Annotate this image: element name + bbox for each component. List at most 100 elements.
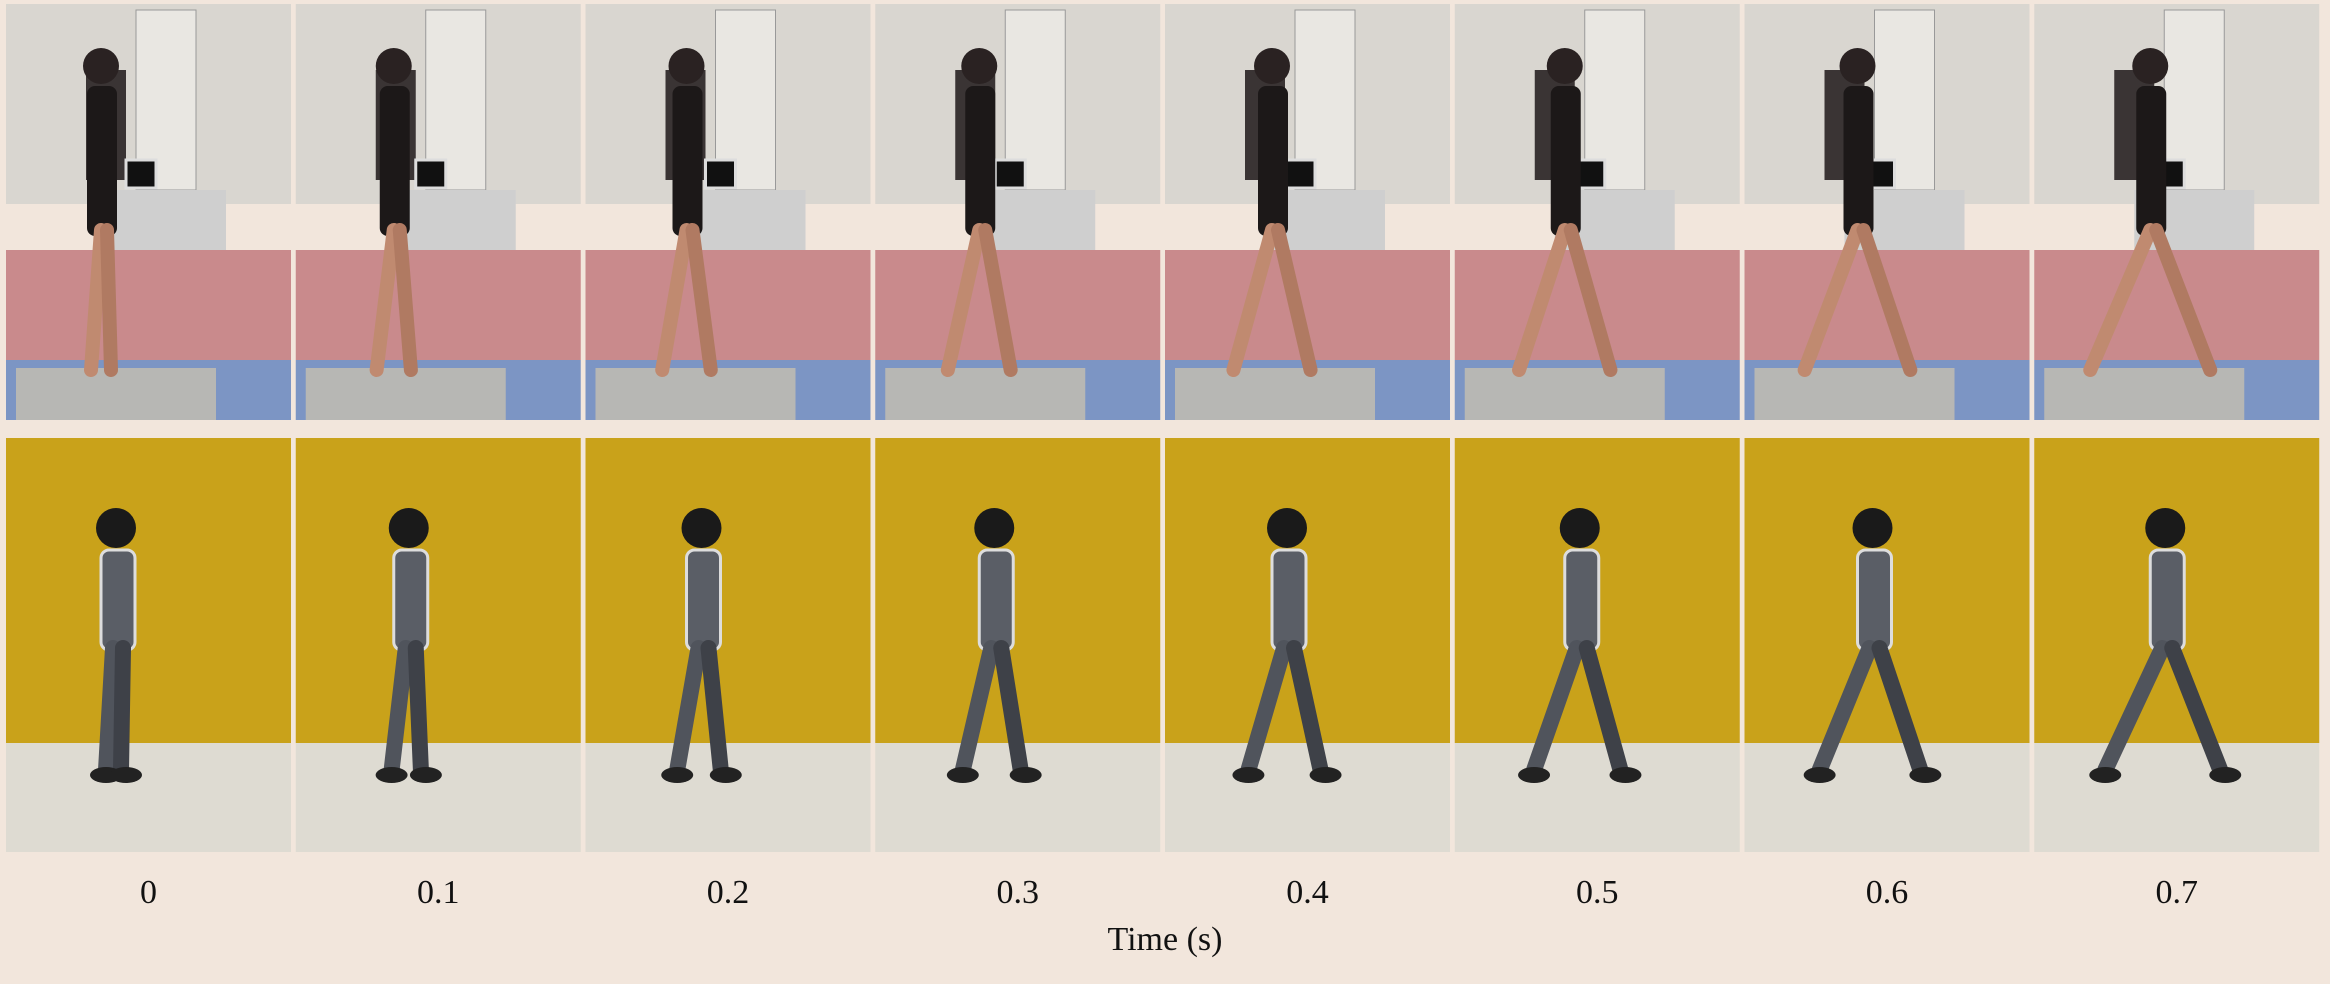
time-label: 0.7 bbox=[2156, 874, 2199, 911]
robot-frame bbox=[1455, 438, 1740, 852]
desk bbox=[106, 190, 226, 250]
body bbox=[673, 86, 703, 236]
time-label: 0.5 bbox=[1576, 874, 1619, 911]
robot-frame bbox=[586, 438, 871, 852]
desk bbox=[686, 190, 806, 250]
head bbox=[2145, 508, 2185, 548]
floor-pink bbox=[6, 250, 291, 360]
head bbox=[974, 508, 1014, 548]
monitor bbox=[1285, 160, 1315, 188]
wall bbox=[875, 438, 1160, 743]
head bbox=[669, 48, 705, 84]
foot bbox=[376, 767, 408, 783]
foot bbox=[2209, 767, 2241, 783]
floor-pink bbox=[875, 250, 1160, 360]
time-label: 0.1 bbox=[417, 874, 460, 911]
foot bbox=[1010, 767, 1042, 783]
foot bbox=[1909, 767, 1941, 783]
head bbox=[1267, 508, 1307, 548]
foot bbox=[410, 767, 442, 783]
floor-gray bbox=[306, 368, 506, 420]
foot bbox=[110, 767, 142, 783]
floor-gray bbox=[1175, 368, 1375, 420]
floor bbox=[1455, 743, 1740, 852]
head bbox=[2132, 48, 2168, 84]
time-label: 0.6 bbox=[1866, 874, 1909, 911]
head bbox=[1853, 508, 1893, 548]
time-label: 0 bbox=[140, 874, 157, 911]
foot bbox=[1804, 767, 1836, 783]
leg bbox=[106, 648, 113, 770]
torso bbox=[1272, 550, 1306, 650]
floor-pink bbox=[586, 250, 871, 360]
figure: Time (s) 0 0.1 0.2 0.3 0.4 0.5 0.6 0.7 bbox=[0, 0, 2330, 984]
monitor bbox=[706, 160, 736, 188]
torso bbox=[687, 550, 721, 650]
floor bbox=[586, 743, 871, 852]
body bbox=[2136, 86, 2166, 236]
leg bbox=[121, 648, 123, 770]
foot bbox=[1310, 767, 1342, 783]
time-label: 0.3 bbox=[997, 874, 1040, 911]
head bbox=[83, 48, 119, 84]
x-axis-label: Time (s) bbox=[1108, 921, 1223, 958]
leg bbox=[91, 230, 101, 370]
leg bbox=[107, 230, 111, 370]
floor bbox=[2034, 743, 2319, 852]
head bbox=[682, 508, 722, 548]
leg bbox=[416, 648, 421, 770]
body bbox=[1844, 86, 1874, 236]
head bbox=[1840, 48, 1876, 84]
foot bbox=[2089, 767, 2121, 783]
robot-frame bbox=[875, 438, 1160, 852]
head bbox=[376, 48, 412, 84]
body bbox=[1258, 86, 1288, 236]
wall bbox=[6, 438, 291, 743]
floor-gray bbox=[2044, 368, 2244, 420]
torso bbox=[1565, 550, 1599, 650]
time-label: 0.2 bbox=[707, 874, 750, 911]
robot-frame bbox=[296, 438, 581, 852]
foot bbox=[710, 767, 742, 783]
body bbox=[965, 86, 995, 236]
body bbox=[1551, 86, 1581, 236]
torso bbox=[2150, 550, 2184, 650]
robot-frame bbox=[2034, 438, 2319, 852]
robot-frame bbox=[1745, 438, 2030, 852]
foot bbox=[661, 767, 693, 783]
floor bbox=[1165, 743, 1450, 852]
floor-gray bbox=[16, 368, 216, 420]
floor bbox=[296, 743, 581, 852]
head bbox=[961, 48, 997, 84]
foot bbox=[1609, 767, 1641, 783]
foot bbox=[947, 767, 979, 783]
floor-pink bbox=[296, 250, 581, 360]
torso bbox=[1858, 550, 1892, 650]
monitor bbox=[995, 160, 1025, 188]
head bbox=[1254, 48, 1290, 84]
robot-frame bbox=[6, 438, 291, 852]
monitor bbox=[416, 160, 446, 188]
body bbox=[380, 86, 410, 236]
wall bbox=[296, 438, 581, 743]
torso bbox=[101, 550, 135, 650]
torso bbox=[394, 550, 428, 650]
foot bbox=[1232, 767, 1264, 783]
desk bbox=[396, 190, 516, 250]
floor bbox=[6, 743, 291, 852]
floor bbox=[1745, 743, 2030, 852]
robot-frame bbox=[1165, 438, 1450, 852]
head bbox=[1560, 508, 1600, 548]
floor-gray bbox=[1755, 368, 1955, 420]
floor-gray bbox=[596, 368, 796, 420]
foot bbox=[1518, 767, 1550, 783]
floor-gray bbox=[885, 368, 1085, 420]
head bbox=[96, 508, 136, 548]
body bbox=[87, 86, 117, 236]
torso bbox=[979, 550, 1013, 650]
time-label: 0.4 bbox=[1286, 874, 1329, 911]
head bbox=[1547, 48, 1583, 84]
wall bbox=[586, 438, 871, 743]
head bbox=[389, 508, 429, 548]
monitor bbox=[126, 160, 156, 188]
